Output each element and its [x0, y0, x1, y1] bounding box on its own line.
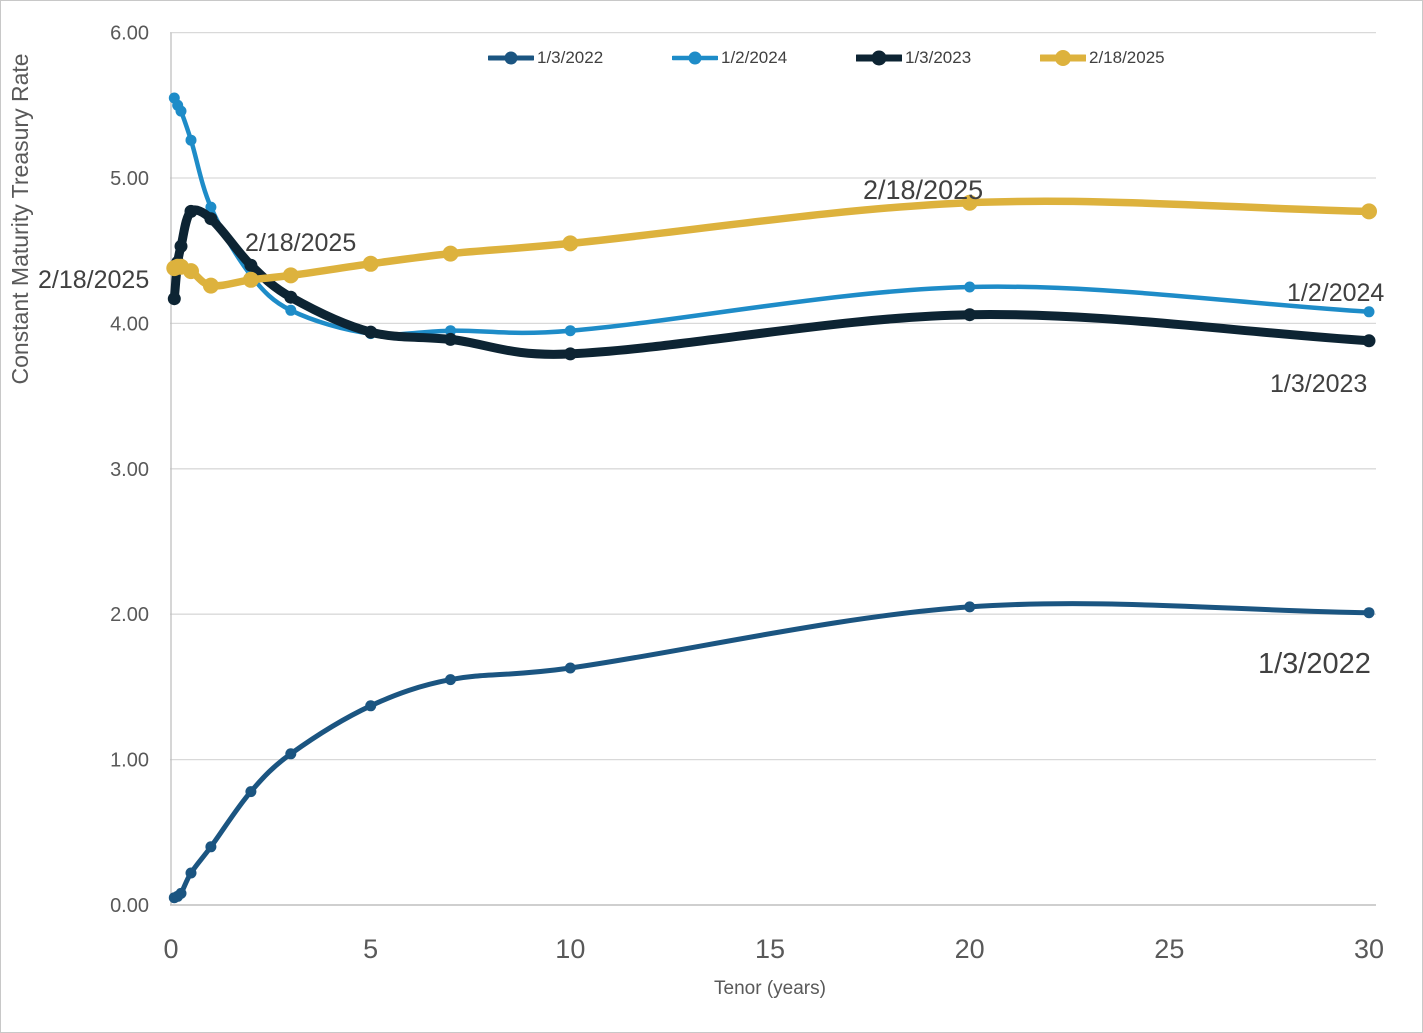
x-axis-title: Tenor (years) — [714, 978, 826, 999]
data-point-marker — [245, 786, 257, 798]
series-markers-2-18-2025 — [166, 194, 1377, 294]
data-point-marker — [285, 748, 297, 760]
annotation-2-18-2025: 2/18/2025 — [245, 229, 356, 257]
series-line-1-3-2022 — [171, 601, 1372, 901]
data-point-marker — [362, 255, 379, 272]
data-point-marker — [167, 292, 181, 306]
legend-swatch-dot — [1055, 50, 1071, 66]
y-tick-label: 0.00 — [110, 895, 149, 917]
x-tick-label: 20 — [955, 934, 985, 964]
data-point-marker — [184, 204, 198, 218]
data-point-marker — [445, 325, 456, 337]
y-tick-label: 1.00 — [110, 750, 149, 772]
data-point-marker — [175, 887, 187, 899]
data-point-marker — [175, 105, 187, 117]
data-point-marker — [1363, 607, 1375, 619]
y-tick-label: 5.00 — [110, 168, 149, 190]
annotation-1-2-2024: 1/2/2024 — [1287, 279, 1384, 307]
legend-item-label: 1/3/2023 — [905, 48, 972, 67]
data-point-marker — [185, 867, 197, 879]
data-point-marker — [1363, 306, 1375, 318]
legend-swatch-dot — [688, 51, 702, 65]
data-point-marker — [964, 601, 976, 613]
annotation-2-18-2025: 2/18/2025 — [863, 175, 983, 205]
legend-swatch-dot — [504, 51, 518, 65]
data-point-marker — [185, 134, 197, 146]
data-point-marker — [282, 267, 299, 284]
data-point-marker — [284, 290, 298, 304]
data-point-marker — [444, 332, 457, 346]
annotation-1-3-2022: 1/3/2022 — [1258, 648, 1371, 680]
legend-item-1-3-2023: 1/3/2023 — [856, 45, 971, 71]
x-tick-label: 0 — [163, 934, 178, 964]
data-point-marker — [285, 304, 297, 316]
data-point-marker — [564, 662, 576, 674]
data-point-marker — [174, 239, 188, 253]
y-tick-label: 4.00 — [110, 313, 149, 335]
legend-item-label: 1/3/2022 — [537, 48, 604, 67]
data-point-marker — [205, 841, 217, 853]
legend-line-marker-icon — [488, 51, 534, 65]
legend-line-marker-icon — [856, 50, 902, 66]
legend-item-1-2-2024: 1/2/2024 — [672, 45, 787, 71]
data-point-marker — [445, 674, 456, 686]
data-point-marker — [963, 308, 977, 322]
legend-line-marker-icon — [672, 51, 718, 65]
y-tick-label: 6.00 — [110, 23, 149, 45]
data-point-marker — [202, 277, 219, 294]
legend-item-1-3-2022: 1/3/2022 — [488, 45, 603, 71]
data-point-marker — [183, 263, 199, 280]
y-tick-label: 3.00 — [110, 459, 149, 481]
data-point-marker — [442, 245, 459, 262]
data-point-marker — [244, 258, 258, 272]
data-point-marker — [1362, 334, 1376, 348]
data-point-marker — [242, 271, 259, 288]
x-tick-label: 25 — [1154, 934, 1184, 964]
data-point-marker — [205, 201, 217, 213]
data-point-marker — [204, 212, 218, 226]
legend-item-label: 1/2/2024 — [721, 48, 788, 67]
y-tick-label: 2.00 — [110, 604, 149, 626]
chart-legend: 1/3/2022 1/2/2024 1/3/2023 2/18/2025 — [1, 45, 1422, 71]
data-point-marker — [563, 347, 577, 361]
legend-item-2-18-2025: 2/18/2025 — [1040, 45, 1165, 71]
data-point-marker — [1361, 203, 1377, 220]
data-point-marker — [365, 700, 377, 712]
x-tick-label: 5 — [363, 934, 378, 964]
legend-swatch-dot — [871, 50, 887, 66]
annotation-1-3-2023: 1/3/2023 — [1270, 370, 1367, 398]
x-tick-label: 10 — [555, 934, 585, 964]
data-point-marker — [964, 281, 976, 293]
series-markers-1-2-2024 — [168, 92, 1375, 340]
legend-line-marker-icon — [1040, 50, 1086, 66]
data-point-marker — [564, 325, 576, 337]
x-tick-label: 15 — [755, 934, 785, 964]
data-point-marker — [961, 194, 978, 211]
annotation-2-18-2025: 2/18/2025 — [38, 266, 149, 294]
y-axis-title: Constant Maturity Treasury Rate — [7, 53, 33, 384]
series-markers-1-3-2022 — [168, 601, 1375, 904]
data-point-marker — [364, 325, 378, 339]
data-point-marker — [562, 235, 579, 252]
x-tick-label: 30 — [1354, 934, 1384, 964]
legend-item-label: 2/18/2025 — [1089, 48, 1165, 67]
